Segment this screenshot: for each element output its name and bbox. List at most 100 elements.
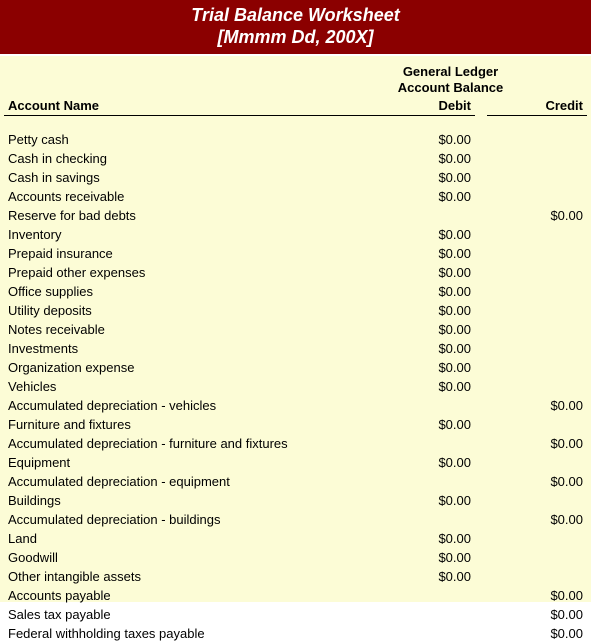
table-row: Investments$0.00 xyxy=(4,339,587,358)
table-row: Prepaid insurance$0.00 xyxy=(4,244,587,263)
account-cell: Federal withholding taxes payable xyxy=(4,624,375,643)
spacer-cell xyxy=(475,339,487,358)
table-row: Inventory$0.00 xyxy=(4,225,587,244)
debit-cell xyxy=(375,624,475,643)
debit-cell xyxy=(375,472,475,491)
table-row: Accumulated depreciation - vehicles$0.00 xyxy=(4,396,587,415)
table-row: Vehicles$0.00 xyxy=(4,377,587,396)
spacer-cell xyxy=(475,149,487,168)
ledger-caption-line2: Account Balance xyxy=(314,80,587,96)
credit-cell: $0.00 xyxy=(487,472,587,491)
debit-cell xyxy=(375,396,475,415)
account-cell: Sales tax payable xyxy=(4,605,375,624)
debit-cell: $0.00 xyxy=(375,320,475,339)
spacer-cell xyxy=(475,377,487,396)
debit-cell: $0.00 xyxy=(375,491,475,510)
table-row: Accumulated depreciation - buildings $0.0… xyxy=(4,510,587,529)
spacer-cell xyxy=(475,206,487,225)
table-row: Sales tax payable $0.00 xyxy=(4,605,587,624)
table-row: Accounts payable$0.00 xyxy=(4,586,587,605)
account-cell: Accounts receivable xyxy=(4,187,375,206)
account-cell: Petty cash xyxy=(4,130,375,149)
debit-cell: $0.00 xyxy=(375,358,475,377)
gap-row xyxy=(4,116,587,130)
debit-cell: $0.00 xyxy=(375,263,475,282)
spacer-cell xyxy=(475,225,487,244)
account-cell: Furniture and fixtures xyxy=(4,415,375,434)
worksheet-header: Trial Balance Worksheet [Mmmm Dd, 200X] xyxy=(0,0,591,56)
spacer-cell xyxy=(475,301,487,320)
credit-cell: $0.00 xyxy=(487,206,587,225)
debit-cell xyxy=(375,605,475,624)
account-cell: Organization expense xyxy=(4,358,375,377)
table-row: Petty cash$0.00 xyxy=(4,130,587,149)
credit-cell xyxy=(487,529,587,548)
account-cell: Goodwill xyxy=(4,548,375,567)
credit-cell: $0.00 xyxy=(487,434,587,453)
credit-cell xyxy=(487,168,587,187)
table-row: Goodwill$0.00 xyxy=(4,548,587,567)
account-cell: Investments xyxy=(4,339,375,358)
table-row: Federal withholding taxes payable $0.00 xyxy=(4,624,587,643)
title-line2: [Mmmm Dd, 200X] xyxy=(0,26,591,48)
debit-cell: $0.00 xyxy=(375,149,475,168)
account-cell: Cash in checking xyxy=(4,149,375,168)
credit-cell xyxy=(487,130,587,149)
account-cell: Utility deposits xyxy=(4,301,375,320)
spacer-cell xyxy=(475,263,487,282)
col-spacer xyxy=(475,96,487,116)
debit-cell xyxy=(375,434,475,453)
account-cell: Equipment xyxy=(4,453,375,472)
table-row: Cash in checking$0.00 xyxy=(4,149,587,168)
spacer-cell xyxy=(475,510,487,529)
spacer-cell xyxy=(475,624,487,643)
account-cell: Cash in savings xyxy=(4,168,375,187)
spacer-cell xyxy=(475,244,487,263)
credit-cell xyxy=(487,339,587,358)
worksheet-body: General Ledger Account Balance Account N… xyxy=(0,56,591,602)
spacer-cell xyxy=(475,567,487,586)
debit-cell: $0.00 xyxy=(375,282,475,301)
col-header-credit: Credit xyxy=(487,96,587,116)
trial-balance-table: Account Name Debit Credit Petty cash$0.0… xyxy=(4,96,587,643)
credit-cell xyxy=(487,358,587,377)
table-row: Equipment$0.00 xyxy=(4,453,587,472)
spacer-cell xyxy=(475,396,487,415)
spacer-cell xyxy=(475,187,487,206)
debit-cell: $0.00 xyxy=(375,529,475,548)
account-cell: Notes receivable xyxy=(4,320,375,339)
credit-cell xyxy=(487,491,587,510)
account-cell: Inventory xyxy=(4,225,375,244)
account-cell: Office supplies xyxy=(4,282,375,301)
credit-cell: $0.00 xyxy=(487,624,587,643)
credit-cell: $0.00 xyxy=(487,510,587,529)
debit-cell: $0.00 xyxy=(375,187,475,206)
ledger-caption: General Ledger Account Balance xyxy=(314,64,587,96)
debit-cell: $0.00 xyxy=(375,453,475,472)
account-cell: Accumulated depreciation - vehicles xyxy=(4,396,375,415)
spacer-cell xyxy=(475,491,487,510)
debit-cell: $0.00 xyxy=(375,225,475,244)
credit-cell xyxy=(487,415,587,434)
account-cell: Other intangible assets xyxy=(4,567,375,586)
table-row: Organization expense$0.00 xyxy=(4,358,587,377)
debit-cell xyxy=(375,586,475,605)
credit-cell: $0.00 xyxy=(487,605,587,624)
table-row: Furniture and fixtures$0.00 xyxy=(4,415,587,434)
spacer-cell xyxy=(475,358,487,377)
spacer-cell xyxy=(475,415,487,434)
spacer-cell xyxy=(475,320,487,339)
credit-cell xyxy=(487,301,587,320)
account-cell: Accumulated depreciation - buildings xyxy=(4,510,375,529)
account-cell: Accounts payable xyxy=(4,586,375,605)
spacer-cell xyxy=(475,586,487,605)
debit-cell: $0.00 xyxy=(375,548,475,567)
credit-cell xyxy=(487,225,587,244)
debit-cell xyxy=(375,206,475,225)
credit-cell xyxy=(487,567,587,586)
table-row: Cash in savings$0.00 xyxy=(4,168,587,187)
debit-cell: $0.00 xyxy=(375,130,475,149)
credit-cell xyxy=(487,282,587,301)
credit-cell xyxy=(487,453,587,472)
debit-cell: $0.00 xyxy=(375,415,475,434)
